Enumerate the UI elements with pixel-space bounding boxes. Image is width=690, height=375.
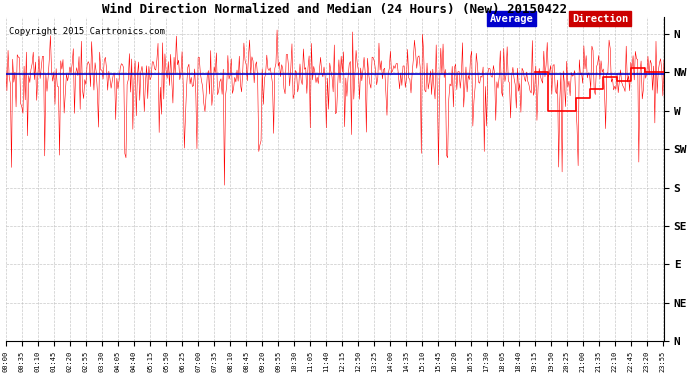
- Text: Average: Average: [490, 14, 533, 24]
- Text: Copyright 2015 Cartronics.com: Copyright 2015 Cartronics.com: [9, 27, 165, 36]
- Text: Direction: Direction: [572, 14, 628, 24]
- Title: Wind Direction Normalized and Median (24 Hours) (New) 20150422: Wind Direction Normalized and Median (24…: [102, 3, 567, 16]
